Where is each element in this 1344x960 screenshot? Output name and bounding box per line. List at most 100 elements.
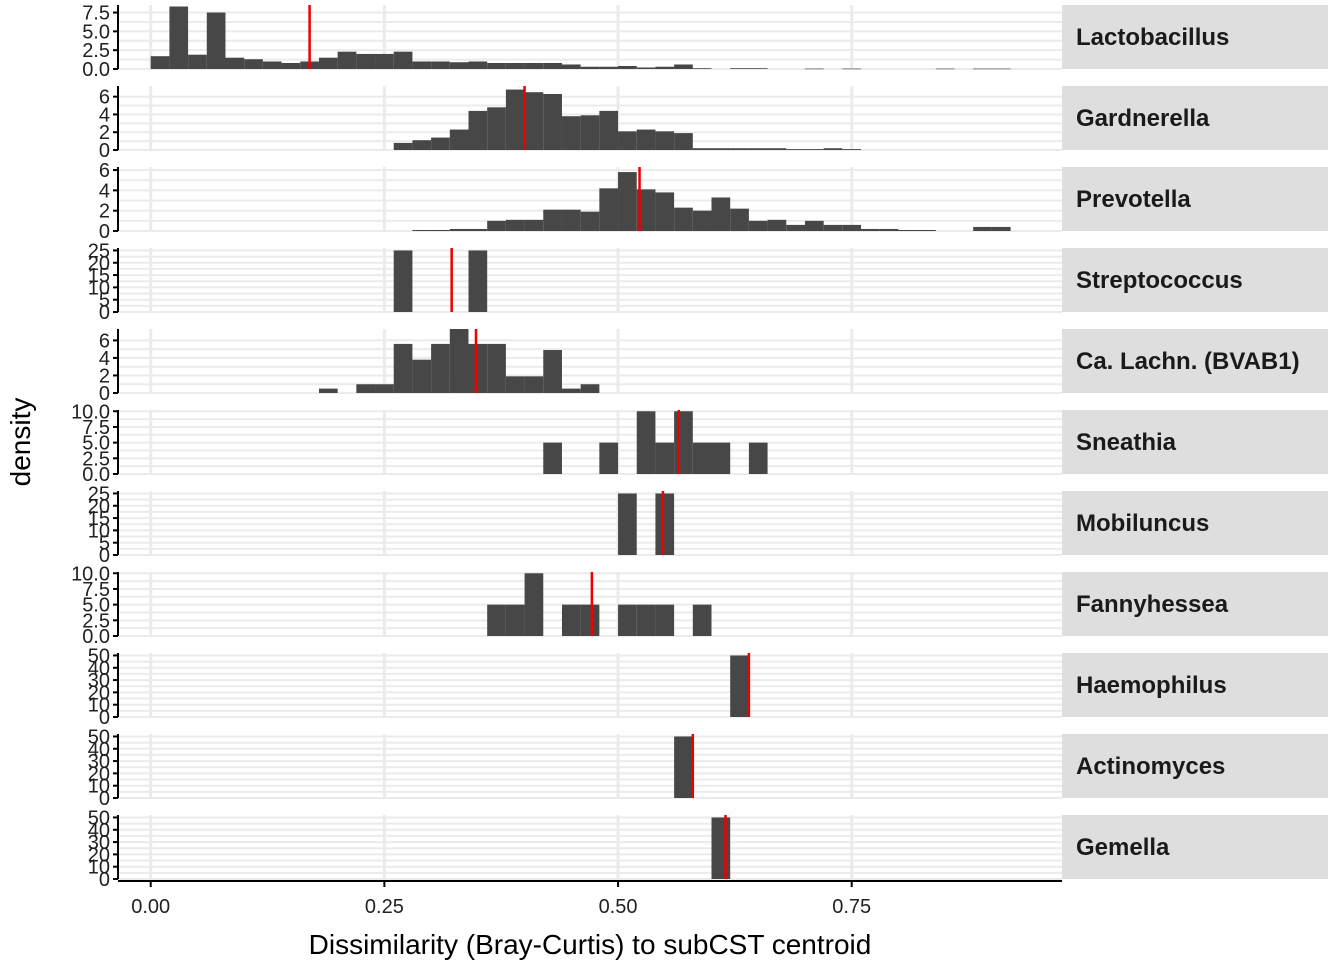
- histogram-bar: [468, 61, 488, 69]
- histogram-bar: [543, 442, 562, 474]
- y-tick-label: 10: [88, 776, 110, 798]
- histogram-bar: [842, 224, 862, 231]
- x-tick-label: 0.25: [365, 896, 404, 918]
- histogram-bar: [991, 226, 1011, 231]
- histogram-bar: [748, 442, 768, 474]
- histogram-bar: [431, 137, 450, 150]
- y-tick-label: 0: [99, 221, 110, 243]
- histogram-bar: [487, 107, 506, 150]
- y-tick-label: 25: [88, 240, 110, 262]
- x-axis-title: Dissimilarity (Bray-Curtis) to subCST ce…: [309, 929, 872, 960]
- facet-strip: [1062, 653, 1328, 717]
- histogram-bar: [973, 226, 992, 231]
- histogram-bar: [487, 62, 506, 69]
- y-tick-label: 5.0: [82, 433, 110, 455]
- histogram-bar: [543, 62, 562, 69]
- y-tick-label: 0: [99, 302, 110, 324]
- facet-strip: [1062, 410, 1328, 474]
- histogram-bar: [524, 219, 544, 231]
- histogram-bar: [711, 442, 731, 474]
- histogram-bar: [580, 115, 600, 150]
- histogram-bar: [505, 89, 525, 150]
- facet-strip: [1062, 167, 1328, 231]
- histogram-bar: [823, 224, 843, 231]
- histogram-bar: [823, 148, 843, 150]
- y-tick-label: 20: [88, 496, 110, 518]
- x-tick-label: 0.00: [131, 896, 170, 918]
- facet-strip-label: Mobiluncus: [1076, 510, 1209, 537]
- histogram-bar: [580, 384, 600, 393]
- histogram-bar: [618, 604, 637, 636]
- histogram-bar: [748, 220, 768, 231]
- y-tick-label: 30: [88, 751, 110, 773]
- histogram-bar: [730, 208, 749, 231]
- histogram-bar: [375, 53, 394, 69]
- y-tick-label: 2.5: [82, 448, 110, 470]
- histogram-bar: [318, 388, 338, 393]
- y-tick-label: 0.0: [82, 59, 110, 81]
- facet-strip: [1062, 491, 1328, 555]
- facet-strip-label: Fannyhessea: [1076, 591, 1229, 618]
- histogram-bar: [786, 149, 805, 150]
- y-tick-label: 2.5: [82, 610, 110, 632]
- histogram-bar: [561, 209, 581, 231]
- y-tick-label: 2: [99, 201, 110, 223]
- histogram-bar: [861, 228, 880, 231]
- histogram-bar: [505, 219, 525, 231]
- histogram-bar: [618, 172, 637, 231]
- y-tick-label: 10: [88, 695, 110, 717]
- y-tick-label: 5: [99, 533, 110, 555]
- y-tick-label: 4: [99, 180, 110, 202]
- histogram-bar: [692, 210, 712, 231]
- y-tick-label: 0: [99, 383, 110, 405]
- histogram-bar: [655, 442, 675, 474]
- facet-strip-label: Gemella: [1076, 834, 1170, 861]
- histogram-bar: [711, 197, 731, 231]
- y-tick-label: 6: [99, 160, 110, 182]
- histogram-bar: [804, 220, 824, 231]
- y-axis-title: density: [5, 398, 36, 487]
- facet-strip-label: Prevotella: [1076, 186, 1191, 213]
- facet-sneathia: 0.02.55.07.510.0 Sneathia: [71, 401, 1328, 486]
- histogram-bar: [393, 250, 413, 312]
- histogram-bar: [318, 57, 338, 69]
- facet-strip: [1062, 734, 1328, 798]
- histogram-bar: [524, 62, 544, 69]
- facet-strip: [1062, 86, 1328, 150]
- histogram-bar: [150, 56, 170, 69]
- histogram-bar: [188, 54, 207, 69]
- histogram-bar: [524, 573, 544, 636]
- facet-strip-label: Haemophilus: [1076, 672, 1227, 699]
- histogram-bar: [674, 207, 693, 231]
- facet-lactobacillus: 0.02.55.07.5 Lactobacillus: [82, 3, 1328, 81]
- histogram-bar: [973, 68, 992, 70]
- y-tick-label: 40: [88, 658, 110, 680]
- histogram-bar: [748, 148, 768, 150]
- histogram-bar: [618, 65, 637, 69]
- y-tick-label: 50: [88, 645, 110, 667]
- histogram-bar: [580, 604, 600, 636]
- facet-strip: [1062, 572, 1328, 636]
- facet-strip-label: Ca. Lachn. (BVAB1): [1076, 348, 1300, 375]
- histogram-bar: [655, 604, 675, 636]
- facet-strip: [1062, 329, 1328, 393]
- y-tick-label: 10: [88, 520, 110, 542]
- histogram-bar: [655, 493, 675, 555]
- facet-strip: [1062, 815, 1328, 879]
- y-tick-label: 10: [88, 857, 110, 879]
- histogram-bar: [599, 110, 619, 150]
- histogram-bar: [917, 229, 936, 231]
- histogram-bar: [468, 228, 488, 231]
- histogram-bar: [356, 53, 376, 69]
- histogram-bar: [561, 64, 581, 69]
- histogram-bar: [561, 604, 581, 636]
- histogram-bar: [879, 228, 899, 231]
- histogram-bar: [580, 66, 600, 69]
- y-tick-label: 20: [88, 844, 110, 866]
- y-tick-label: 40: [88, 739, 110, 761]
- histogram-bar: [262, 61, 282, 69]
- histogram-bar: [449, 62, 469, 69]
- histogram-bar: [337, 51, 357, 69]
